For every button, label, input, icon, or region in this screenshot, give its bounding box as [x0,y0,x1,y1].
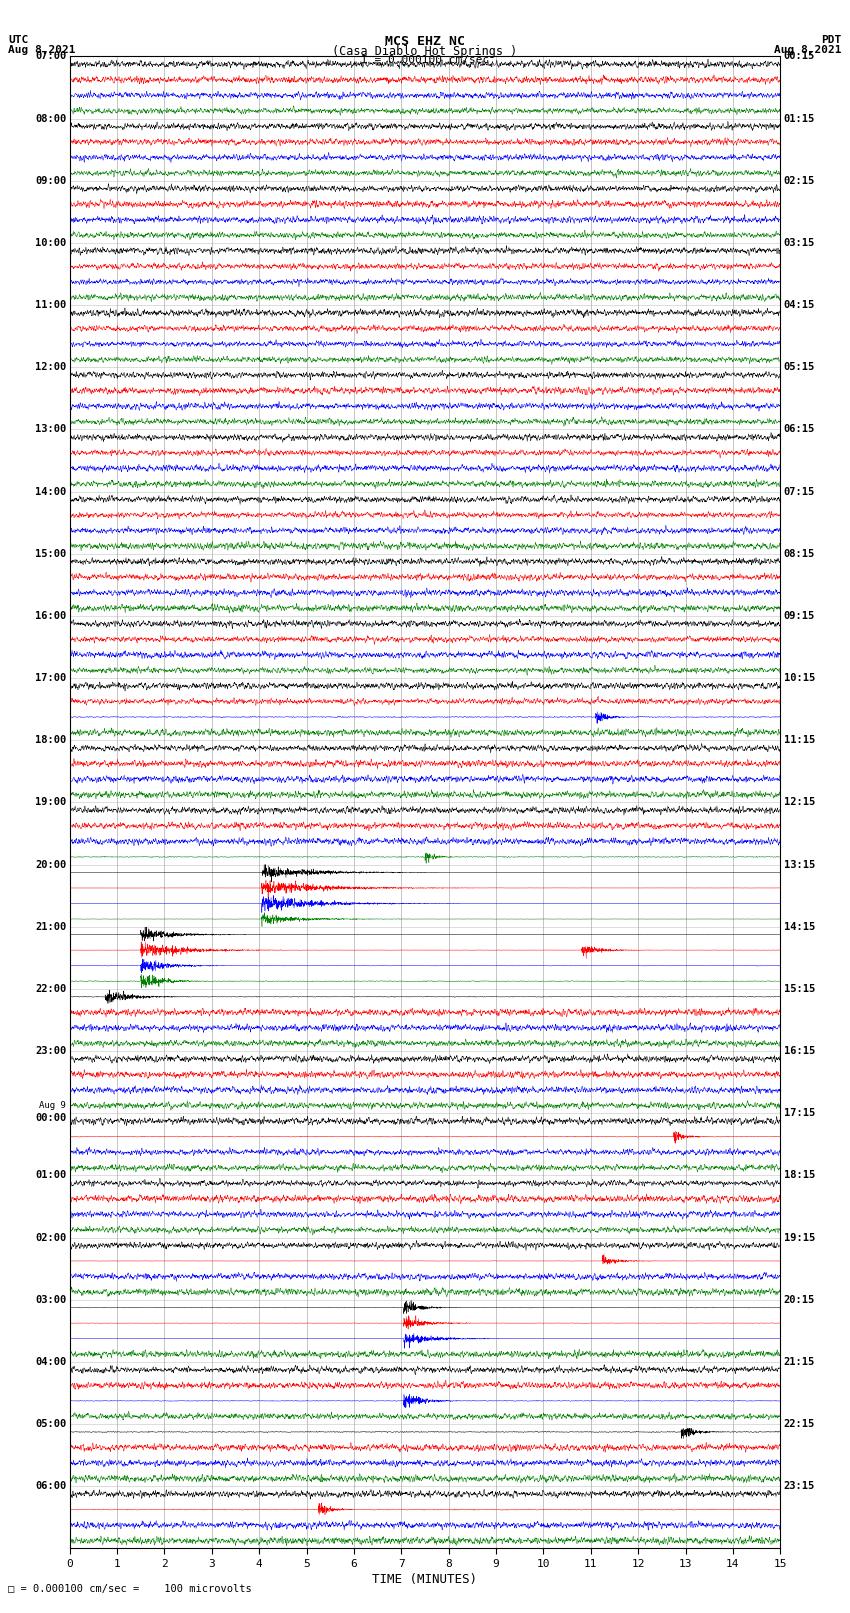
Text: Aug 8,2021: Aug 8,2021 [774,45,842,55]
Text: I = 0.000100 cm/sec: I = 0.000100 cm/sec [361,55,489,65]
Text: 09:00: 09:00 [35,176,66,185]
Text: 15:00: 15:00 [35,548,66,558]
Text: 03:15: 03:15 [784,239,815,248]
Text: MCS EHZ NC: MCS EHZ NC [385,35,465,48]
Text: 00:00: 00:00 [35,1113,66,1123]
Text: 06:00: 06:00 [35,1481,66,1492]
Text: 03:00: 03:00 [35,1295,66,1305]
Text: 09:15: 09:15 [784,611,815,621]
Text: 19:00: 19:00 [35,797,66,808]
Text: 22:15: 22:15 [784,1419,815,1429]
Text: 18:15: 18:15 [784,1171,815,1181]
X-axis label: TIME (MINUTES): TIME (MINUTES) [372,1573,478,1586]
Text: 11:00: 11:00 [35,300,66,310]
Text: 04:15: 04:15 [784,300,815,310]
Text: (Casa Diablo Hot Springs ): (Casa Diablo Hot Springs ) [332,45,518,58]
Text: 11:15: 11:15 [784,736,815,745]
Text: 23:00: 23:00 [35,1047,66,1057]
Text: 22:00: 22:00 [35,984,66,994]
Text: 17:15: 17:15 [784,1108,815,1118]
Text: 19:15: 19:15 [784,1232,815,1242]
Text: 02:15: 02:15 [784,176,815,185]
Text: 15:15: 15:15 [784,984,815,994]
Text: 07:15: 07:15 [784,487,815,497]
Text: 10:15: 10:15 [784,673,815,684]
Text: 01:15: 01:15 [784,113,815,124]
Text: 13:00: 13:00 [35,424,66,434]
Text: UTC: UTC [8,35,29,45]
Text: 23:15: 23:15 [784,1481,815,1492]
Text: 17:00: 17:00 [35,673,66,684]
Text: 10:00: 10:00 [35,239,66,248]
Text: □ = 0.000100 cm/sec =    100 microvolts: □ = 0.000100 cm/sec = 100 microvolts [8,1584,252,1594]
Text: 08:00: 08:00 [35,113,66,124]
Text: 20:00: 20:00 [35,860,66,869]
Text: 18:00: 18:00 [35,736,66,745]
Text: 21:15: 21:15 [784,1357,815,1366]
Text: 13:15: 13:15 [784,860,815,869]
Text: 05:15: 05:15 [784,363,815,373]
Text: Aug 9: Aug 9 [39,1102,66,1110]
Text: 04:00: 04:00 [35,1357,66,1366]
Text: Aug 8,2021: Aug 8,2021 [8,45,76,55]
Text: 05:00: 05:00 [35,1419,66,1429]
Text: 20:15: 20:15 [784,1295,815,1305]
Text: 06:15: 06:15 [784,424,815,434]
Text: 02:00: 02:00 [35,1232,66,1242]
Text: 00:15: 00:15 [784,52,815,61]
Text: 21:00: 21:00 [35,921,66,932]
Text: 14:15: 14:15 [784,921,815,932]
Text: 14:00: 14:00 [35,487,66,497]
Text: 01:00: 01:00 [35,1171,66,1181]
Text: 12:00: 12:00 [35,363,66,373]
Text: 16:00: 16:00 [35,611,66,621]
Text: 08:15: 08:15 [784,548,815,558]
Text: 07:00: 07:00 [35,52,66,61]
Text: 12:15: 12:15 [784,797,815,808]
Text: 16:15: 16:15 [784,1047,815,1057]
Text: PDT: PDT [821,35,842,45]
